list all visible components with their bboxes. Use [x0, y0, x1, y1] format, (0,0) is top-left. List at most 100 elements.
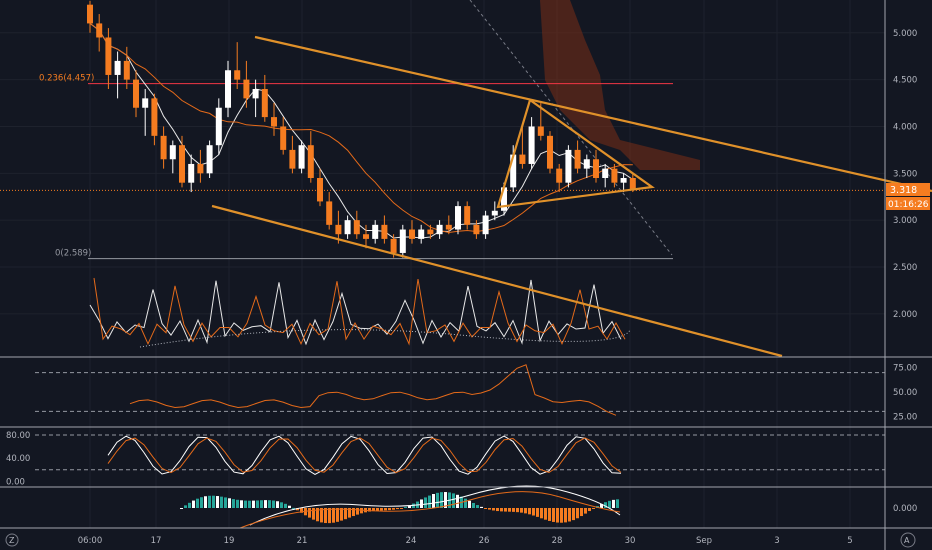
current-price-label: 3.318: [890, 185, 917, 196]
candle-body-54: [583, 159, 590, 169]
macd-hist-77: [488, 508, 491, 510]
macd-hist-28: [292, 507, 295, 509]
macd-hist-36: [324, 508, 327, 524]
macd-hist-92: [548, 508, 551, 521]
macd-hist-40: [340, 508, 343, 521]
macd-hist-38: [332, 508, 335, 523]
macd-hist-64: [436, 492, 439, 508]
candle-body-16: [234, 70, 241, 80]
macd-hist-14: [236, 499, 239, 508]
time-tick-4: 24: [406, 536, 417, 546]
candle-body-22: [289, 149, 296, 169]
macd-hist-94: [556, 508, 559, 523]
macd-hist-44: [356, 508, 359, 515]
macd-hist-95: [560, 508, 563, 523]
macd-hist-62: [428, 495, 431, 508]
macd-hist-63: [432, 493, 435, 508]
macd-hist-19: [256, 500, 259, 508]
macd-hist-0: [180, 508, 183, 509]
candle-body-31: [372, 224, 379, 239]
macd-hist-87: [528, 508, 531, 515]
auto-scale-label: A: [904, 536, 910, 545]
candle-body-37: [427, 229, 434, 235]
pane-dividers[interactable]: [0, 356, 932, 529]
macd-hist-43: [352, 508, 355, 517]
candle-body-14: [215, 107, 222, 146]
macd-hist-32: [308, 508, 311, 518]
price-tick-5: 2.500: [893, 263, 917, 273]
time-axis[interactable]: 06:00 17 19 21 24 26 28 30 Sep 3 5: [78, 536, 853, 546]
corner-controls[interactable]: Z A: [5, 532, 916, 548]
price-tick-3: 3.500: [893, 169, 917, 179]
macd-hist-48: [372, 508, 375, 512]
current-price-badge: 3.318 01:16:26: [886, 183, 930, 210]
candle-body-41: [464, 206, 471, 225]
time-tick-2: 19: [224, 536, 235, 546]
macd-hist-103: [592, 508, 595, 509]
macd-hist-74: [476, 505, 479, 508]
candle-body-35: [409, 229, 415, 239]
macd-hist-75: [480, 506, 483, 508]
candle-body-3: [114, 60, 121, 75]
fib-retracement: 0.236(4.457) 0(2.589): [0, 74, 885, 260]
candle-body-18: [252, 89, 259, 99]
price-tick-0: 5.000: [893, 29, 917, 39]
macd-line: [249, 485, 621, 526]
trend-lines[interactable]: [211, 35, 932, 358]
price-axis[interactable]: 5.000 4.500 4.000 3.500 3.000 2.500 2.000: [884, 0, 917, 550]
candle-body-10: [179, 145, 185, 183]
time-tick-5: 26: [479, 536, 490, 546]
macd-hist-1: [184, 505, 187, 508]
macd-hist-30: [300, 508, 303, 513]
macd-hist-65: [440, 492, 443, 508]
macd-hist-73: [472, 502, 475, 508]
candle-body-29: [353, 220, 360, 235]
moving-averages: [89, 0, 673, 256]
macd-hist-76: [484, 508, 487, 509]
price-tick-2: 4.000: [893, 122, 917, 132]
macd-hist-45: [360, 508, 363, 514]
candle-body-32: [381, 224, 388, 239]
macd-hist-17: [248, 500, 251, 508]
rsi-tick-1: 50.00: [893, 388, 917, 398]
time-tick-9: 3: [774, 536, 779, 546]
candle-body-1: [96, 23, 103, 38]
candle-body-27: [335, 224, 342, 235]
macd-hist-53: [392, 508, 395, 510]
time-tick-7: 30: [625, 536, 636, 546]
macd-hist-93: [552, 508, 555, 522]
z-icon[interactable]: [5, 533, 19, 547]
macd-hist-52: [388, 508, 391, 511]
candle-body-24: [307, 145, 314, 178]
price-tick-4: 3.000: [893, 216, 917, 226]
bar-countdown-label: 01:16:26: [888, 200, 929, 210]
time-tick-10: 5: [847, 536, 852, 546]
macd-hist-57: [408, 505, 411, 508]
price-tick-6: 2.000: [893, 310, 917, 320]
macd-signal-line: [239, 491, 621, 529]
auto-scale-icon[interactable]: [900, 532, 916, 548]
dashed-diagonal: [469, 0, 673, 256]
rsi-tick-0: 75.00: [893, 364, 917, 374]
z-icon-label: Z: [9, 536, 15, 545]
stochastic-tick-2: 0.00: [6, 477, 25, 487]
candle-body-11: [188, 163, 195, 183]
rsi-pane: 75.00 50.00 25.00: [35, 364, 917, 422]
candle-body-8: [160, 135, 167, 160]
candle-body-48: [528, 126, 535, 164]
macd-hist-42: [348, 508, 351, 518]
fib-label-1: 0(2.589): [55, 249, 91, 259]
macd-hist-13: [232, 499, 235, 508]
candle-body-26: [326, 201, 333, 225]
candle-body-55: [593, 159, 599, 178]
trendline-upper: [254, 35, 932, 193]
candle-body-17: [243, 79, 250, 99]
candle-body-28: [344, 220, 351, 235]
macd-hist-47: [368, 508, 371, 512]
time-tick-3: 21: [297, 536, 308, 546]
candle-body-5: [133, 79, 139, 108]
time-tick-6: 28: [552, 536, 563, 546]
macd-hist-101: [584, 508, 587, 514]
candle-body-7: [151, 98, 158, 136]
